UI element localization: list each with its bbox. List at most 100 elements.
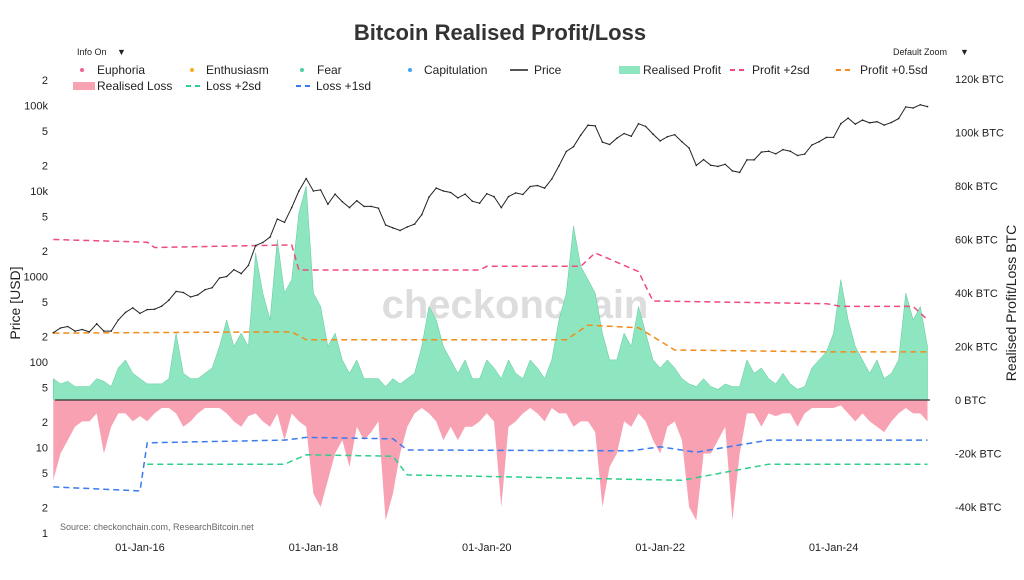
price-point — [543, 187, 546, 189]
x-tick-label: 01-Jan-16 — [115, 542, 165, 554]
price-point — [233, 268, 235, 271]
y-left-tick-label: 2 — [42, 160, 48, 172]
profit-swatch-icon — [619, 66, 640, 74]
price-point — [811, 144, 813, 146]
legend-label: Loss +2sd — [206, 79, 261, 93]
legend-fear[interactable]: Fear — [300, 63, 342, 77]
price-point — [88, 331, 91, 333]
legend-loss-1sd[interactable]: Loss +1sd — [296, 79, 371, 93]
y-left-tick-label: 10k — [30, 186, 48, 198]
price-point — [796, 154, 799, 157]
price-point — [789, 150, 792, 152]
price-point — [493, 195, 495, 198]
legend-loss-2sd[interactable]: Loss +2sd — [186, 79, 261, 93]
price-point — [536, 184, 539, 187]
y-left-tick-label: 2 — [42, 502, 48, 514]
zoom-selector[interactable]: Default Zoom ▼ — [893, 47, 969, 57]
price-point — [912, 107, 914, 109]
y-left-tick-label: 5 — [42, 212, 48, 224]
y-left-tick-label: 5 — [42, 297, 48, 309]
info-toggle-label[interactable]: Info On — [77, 47, 107, 57]
price-point — [897, 117, 900, 120]
price-point — [767, 150, 770, 152]
price-point — [659, 140, 661, 142]
dropdown-arrow-icon[interactable]: ▼ — [960, 47, 969, 57]
price-point — [471, 200, 474, 202]
legend-label: Price — [534, 63, 562, 77]
legend-profit-05sd[interactable]: Profit +0.5sd — [836, 63, 928, 77]
price-point — [616, 137, 618, 139]
y-right-tick-label: 120k BTC — [955, 74, 1004, 86]
price-point — [341, 200, 344, 203]
plot-area — [52, 104, 930, 521]
price-point — [305, 177, 308, 180]
legend-label: Profit +0.5sd — [860, 63, 928, 77]
price-point — [594, 125, 596, 127]
price-point — [507, 195, 510, 198]
legend-enthusiasm[interactable]: Enthusiasm — [190, 63, 269, 77]
info-toggle[interactable]: Info On ▼ — [77, 47, 126, 57]
zoom-selector-label[interactable]: Default Zoom — [893, 47, 947, 57]
dropdown-arrow-icon[interactable]: ▼ — [117, 47, 126, 57]
y-right-tick-label: 40k BTC — [955, 288, 998, 300]
price-point — [775, 153, 777, 155]
y-left-tick-label: 1000 — [24, 272, 48, 284]
price-point — [356, 199, 358, 202]
loss-swatch-icon — [73, 82, 95, 90]
price-point — [95, 323, 98, 325]
price-point — [377, 207, 380, 209]
price-point — [702, 158, 705, 161]
price-point — [601, 141, 604, 143]
y-left-tick-label: 100k — [24, 101, 48, 113]
legend-label: Capitulation — [424, 63, 487, 77]
price-point — [225, 275, 228, 278]
watermark: checkonchain — [382, 283, 649, 327]
price-point — [746, 159, 748, 161]
price-point — [175, 290, 177, 293]
price-point — [327, 203, 329, 205]
price-point — [724, 163, 726, 166]
legend-realised-profit[interactable]: Realised Profit — [619, 63, 722, 77]
price-point — [103, 330, 105, 332]
price-point — [276, 218, 279, 220]
legend-price[interactable]: Price — [510, 63, 562, 77]
y-left-tick-label: 2 — [42, 331, 48, 343]
legend-label: Realised Loss — [97, 79, 172, 93]
price-point — [861, 119, 864, 121]
x-tick-label: 01-Jan-20 — [462, 542, 512, 554]
price-point — [652, 133, 654, 135]
price-point — [760, 151, 763, 153]
price-point — [312, 190, 315, 192]
legend-label: Euphoria — [97, 63, 145, 77]
price-point — [926, 105, 929, 108]
y-axis-left-label: Price [USD] — [7, 266, 23, 339]
y-left-tick-label: 5 — [42, 126, 48, 138]
price-point — [153, 308, 156, 311]
y-right-tick-label: 60k BTC — [955, 235, 998, 247]
y-left-tick-label: 2 — [42, 417, 48, 429]
price-point — [218, 277, 221, 279]
price-point — [146, 308, 148, 311]
axes: 1 2 5 10 2 5 100 2 5 1000 2 5 10k 2 5 100k 2 -40k BTC -20k… — [24, 74, 1004, 554]
price-point — [572, 145, 575, 148]
legend-capitulation[interactable]: Capitulation — [408, 63, 487, 77]
price-point — [392, 227, 394, 229]
price-point — [160, 305, 163, 308]
legend-realised-loss[interactable]: Realised Loss — [73, 79, 172, 93]
legend-euphoria[interactable]: Euphoria — [80, 63, 145, 77]
price-point — [406, 226, 409, 228]
price-point — [168, 299, 170, 301]
legend: Euphoria Enthusiasm Fear Capitulation Pr… — [73, 63, 928, 93]
loss-1sd-line — [53, 436, 928, 492]
y-left-tick-label: 1 — [42, 528, 48, 540]
realised-loss-area — [53, 400, 928, 521]
price-point — [204, 288, 206, 291]
x-tick-label: 01-Jan-24 — [809, 542, 859, 554]
price-point — [298, 190, 300, 192]
legend-profit-2sd[interactable]: Profit +2sd — [730, 63, 810, 77]
legend-label: Enthusiasm — [206, 63, 269, 77]
y-right-tick-label: 0 BTC — [955, 395, 986, 407]
legend-label: Loss +1sd — [316, 79, 371, 93]
price-point — [876, 120, 878, 123]
legend-label: Realised Profit — [643, 63, 722, 77]
